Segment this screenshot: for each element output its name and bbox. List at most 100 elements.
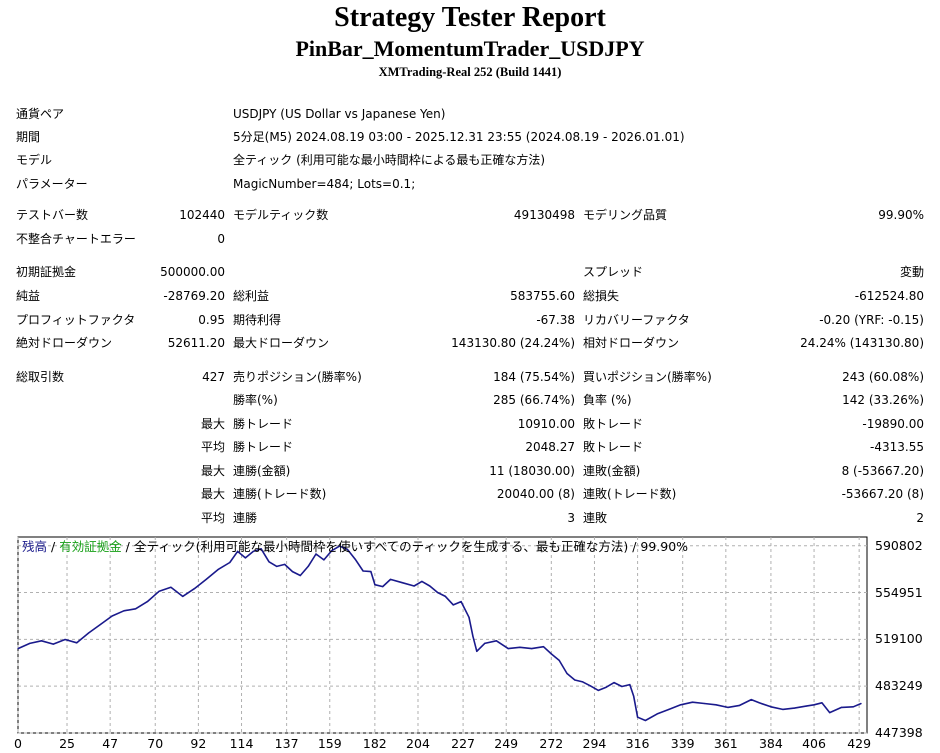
balance-point [460,601,462,603]
max-consecutive-count-prefix: 最大 [200,487,225,501]
balance-point [370,571,372,573]
server-build: XMTrading-Real 252 (Build 1441) [378,65,562,79]
balance-point [813,704,815,706]
cons-losses-amount-value: 8 (-53667.20) [841,464,924,478]
largest-prefix: 最大 [200,417,225,431]
max-drawdown-value: 143130.80 (24.24%) [451,336,575,350]
x-tick-label: 70 [147,736,164,751]
balance-point [452,604,454,606]
deposit-value: 500000.00 [160,265,225,279]
gross-profit-label: 総利益 [233,289,270,303]
pair-value: USDJPY (US Dollar vs Japanese Yen) [233,107,446,121]
balance-point [680,704,682,706]
y-tick-label: 519100 [875,631,923,647]
balance-point [17,648,19,650]
spread-value: 変動 [899,265,924,279]
x-tick-label: 429 [847,736,872,751]
balance-point [413,585,415,587]
ticks-label: モデルティック数 [233,208,329,222]
balance-point [217,569,219,571]
x-tick-label: 249 [494,736,519,751]
balance-point [374,584,376,586]
expected-payoff-label: 期待利得 [233,313,282,327]
balance-point [135,608,137,610]
balance-point [429,585,431,587]
cons-profit-value: 20040.00 (8) [496,487,575,501]
x-tick-label: 384 [758,736,783,751]
largest-loss-value: -19890.00 [862,417,924,431]
cons-loss-count-value: -53667.20 (8) [841,487,924,501]
balance-point [315,553,317,555]
gross-loss-label: 総損失 [583,289,620,303]
legend-separator: / [47,539,60,554]
legend-description: / 全ティック(利用可能な最小時間枠を使いすべてのティックを生成する、最も正確な… [121,539,689,554]
balance-point [276,565,278,567]
x-tick-label: 0 [14,736,22,751]
spread-label: スプレッド [583,265,644,279]
x-tick-label: 182 [362,736,387,751]
balance-point [484,642,486,644]
balance-point [589,685,592,687]
short-positions-value: 184 (75.54%) [493,370,575,384]
avg-win-value: 2048.27 [525,440,575,454]
avg-cons-losses-label: 連敗 [583,511,608,525]
cons-wins-amount-label: 連勝(金額) [233,464,291,478]
balance-point [158,590,160,592]
largest-win-label: 勝トレード [233,417,294,431]
balance-point [656,713,658,715]
x-tick-label: 47 [102,736,119,751]
balance-point [633,695,635,697]
plot-frame [17,536,868,734]
balance-point [644,719,647,722]
long-positions-label: 買いポジション(勝率%) [583,370,712,384]
balance-point [739,704,741,706]
balance-point [782,708,784,710]
balance-point [123,610,125,612]
balance-point [146,601,148,603]
balance-chart [0,532,940,753]
balance-point [550,653,552,655]
expected-payoff-value: -67.38 [536,313,575,327]
balance-chart-svg [17,536,868,734]
balance-point [76,642,78,644]
balance-point [727,706,729,708]
balance-point [840,706,843,708]
profit-factor-label: プロフィットファクタ [16,313,136,327]
balance-point [331,550,333,552]
balance-point [268,561,270,563]
params-value: MagicNumber=484; Lots=0.1; [233,177,416,191]
balance-point [582,681,584,683]
win-rate-label: 勝率(%) [233,393,278,407]
bars-value: 102440 [179,208,225,222]
profit-factor-value: 0.95 [198,313,225,327]
gross-profit-value: 583755.60 [510,289,575,303]
total-trades-label: 総取引数 [16,370,65,384]
balance-point [401,582,403,584]
ticks-value: 49130498 [513,208,575,222]
x-tick-label: 159 [317,736,342,751]
balance-point [260,548,262,550]
chart-legend: 残高 / 有効証拠金 / 全ティック(利用可能な最小時間枠を使いすべてのティック… [22,539,688,555]
model-value: 全ティック (利用可能な最小時間枠による最も正確な方法) [233,153,546,167]
balance-point [637,716,639,718]
balance-point [182,595,184,597]
balance-point [805,705,807,707]
x-tick-label: 227 [451,736,475,751]
recovery-factor-label: リカバリーファクタ [583,313,690,327]
avg-cons-wins-label: 連勝 [233,511,258,525]
balance-point [758,702,760,704]
quality-label: モデリング品質 [583,208,668,222]
model-label: モデル [16,153,53,167]
balance-point [229,561,231,564]
quality-value: 99.90% [878,208,924,222]
balance-point [346,548,348,550]
y-tick-label: 483249 [875,678,923,694]
balance-point [421,580,423,582]
deposit-label: 初期証拠金 [16,265,77,279]
x-tick-label: 294 [582,736,607,751]
avg-consecutive-prefix: 平均 [200,511,225,525]
net-profit-label: 純益 [16,289,41,303]
max-drawdown-label: 最大ドローダウン [233,336,330,350]
balance-point [542,646,545,648]
avg-loss-label: 敗トレード [583,440,644,454]
